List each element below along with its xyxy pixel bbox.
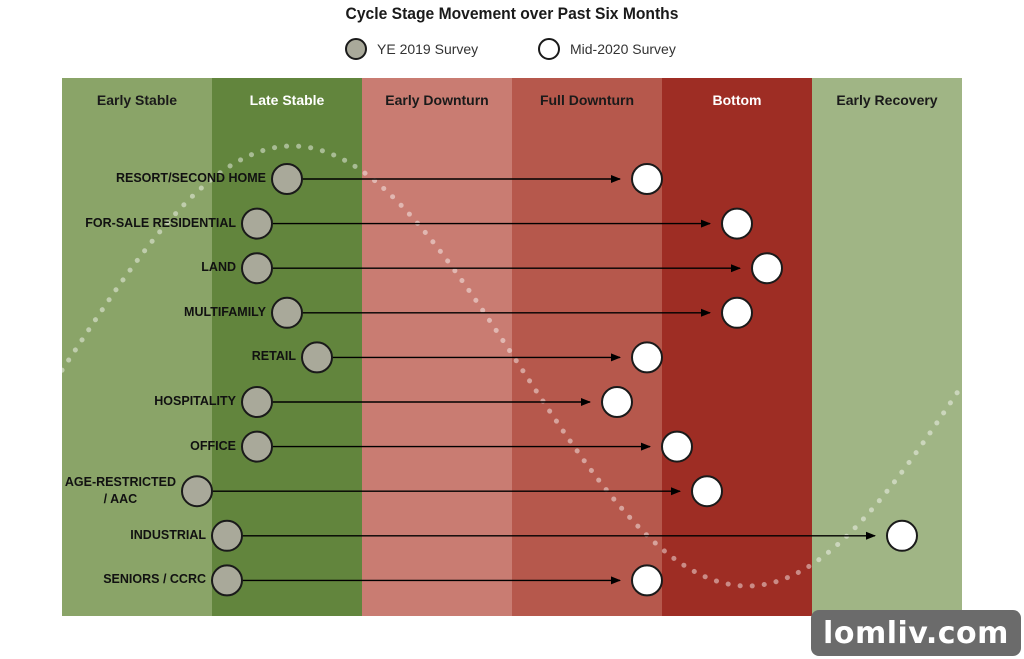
- row-label-seniors-ccrc: SENIORS / CCRC: [103, 572, 206, 587]
- row-label-industrial: INDUSTRIAL: [130, 527, 206, 542]
- legend-item-ye2019: YE 2019 Survey: [345, 36, 478, 62]
- point-mid2020-industrial: [886, 519, 918, 552]
- stage-band-early-stable: [62, 78, 213, 616]
- point-ye2019-hospitality: [241, 386, 273, 418]
- stage-label-early-downturn: Early Downturn: [385, 92, 489, 108]
- row-label-office: OFFICE: [190, 438, 236, 453]
- point-ye2019-industrial: [211, 519, 243, 552]
- point-ye2019-seniors-ccrc: [211, 564, 243, 597]
- point-mid2020-land: [751, 252, 783, 285]
- row-label-hospitality: HOSPITALITY: [154, 394, 236, 408]
- point-mid2020-retail: [631, 341, 663, 374]
- legend-marker-mid2020: [538, 38, 560, 60]
- point-ye2019-age-restricted-aac: [181, 475, 213, 508]
- point-ye2019-office: [241, 430, 273, 463]
- stage-label-late-stable: Late Stable: [249, 92, 325, 108]
- cycle-chart: Early Stable Late Stable Early Downturn Ful…: [62, 78, 962, 616]
- stage-band-bottom: [662, 78, 813, 616]
- row-label-resort-second-home: RESORT/SECOND HOME: [115, 171, 266, 185]
- legend-item-mid2020: Mid-2020 Survey: [538, 36, 676, 62]
- legend-label-ye2019: YE 2019 Survey: [377, 41, 479, 57]
- row-label-land: LAND: [201, 260, 236, 275]
- watermark: lomliv.com: [811, 610, 1021, 656]
- point-mid2020-resort-second-home: [631, 163, 663, 195]
- point-mid2020-for-sale-residential: [721, 207, 753, 240]
- point-ye2019-resort-second-home: [271, 163, 303, 195]
- stage-band-early-downturn: [362, 78, 513, 616]
- row-label-multifamily: MULTIFAMILY: [184, 304, 266, 319]
- point-ye2019-retail: [301, 341, 333, 374]
- point-ye2019-for-sale-residential: [241, 207, 273, 240]
- point-mid2020-age-restricted-aac: [691, 475, 723, 508]
- point-ye2019-land: [241, 252, 273, 285]
- stage-label-full-downturn: Full Downturn: [539, 92, 635, 108]
- stage-band-early-recovery: [812, 78, 962, 616]
- row-label-age-restricted-aac: AGE-RESTRICTED / AAC: [64, 475, 176, 507]
- row-label-for-sale-residential: FOR-SALE RESIDENTIAL: [85, 215, 236, 230]
- stage-label-early-recovery: Early Recovery: [836, 92, 938, 108]
- point-mid2020-hospitality: [601, 386, 633, 418]
- legend-label-mid2020: Mid-2020 Survey: [570, 41, 676, 57]
- chart-title: Cycle Stage Movement over Past Six Month…: [345, 4, 679, 23]
- cycle-chart-svg: [62, 78, 962, 616]
- stage-label-bottom: Bottom: [712, 92, 762, 108]
- cycle-wave: [62, 143, 962, 589]
- stage-label-early-stable: Early Stable: [96, 92, 178, 108]
- point-mid2020-office: [661, 430, 693, 463]
- legend-marker-ye2019: [345, 38, 367, 60]
- point-mid2020-multifamily: [721, 296, 753, 329]
- row-label-retail: RETAIL: [251, 349, 296, 364]
- point-mid2020-seniors-ccrc: [631, 564, 663, 597]
- point-ye2019-multifamily: [271, 296, 303, 329]
